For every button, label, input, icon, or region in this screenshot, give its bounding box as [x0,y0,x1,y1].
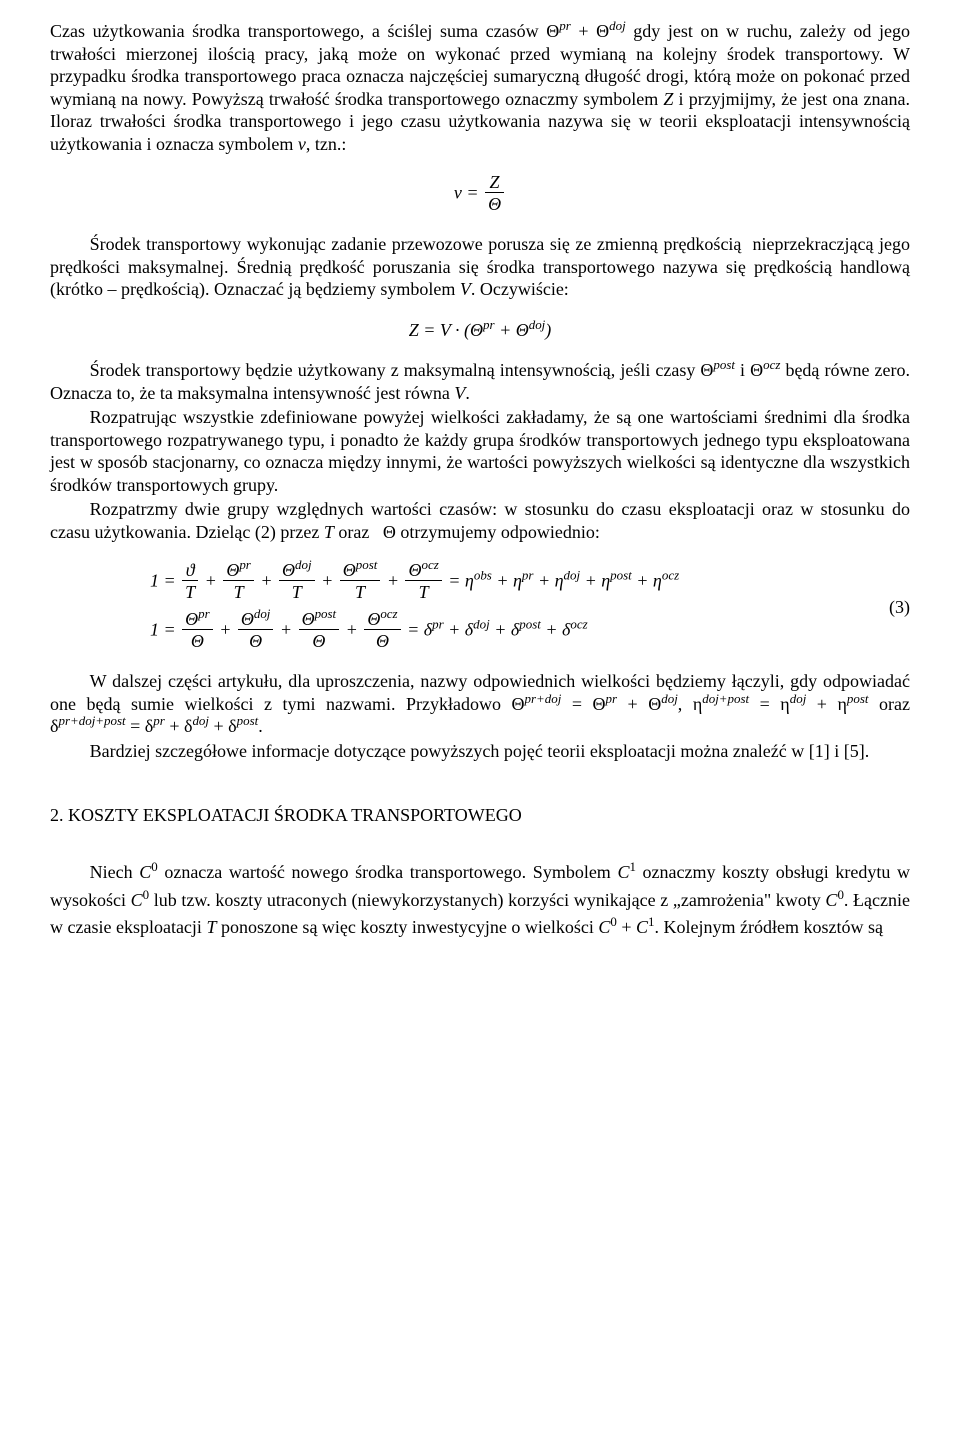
equation-number-3: (3) [889,596,910,619]
formula-z: Z = V · (Θpr + Θdoj) [50,319,910,342]
paragraph-1: Czas użytkowania środka transportowego, … [50,20,910,155]
paragraph-4a: W dalszej części artykułu, dla uproszcze… [50,670,910,738]
paragraph-3c: Rozpatrzmy dwie grupy względnych wartośc… [50,498,910,543]
formula-nu: ν = ZΘ [50,173,910,215]
paragraph-4b: Bardziej szczegółowe informacje dotycząc… [50,740,910,763]
paragraph-5: Niech C0 oznacza wartość nowego środka t… [50,859,910,943]
paragraph-2: Środek transportowy wykonując zadanie pr… [50,233,910,301]
paragraph-3a: Środek transportowy będzie użytkowany z … [50,359,910,404]
section-2-title: 2. KOSZTY EKSPLOATACJI ŚRODKA TRANSPORTO… [50,804,910,827]
formula-3: 1 = ϑT + ΘprT + ΘdojT + ΘpostT + ΘoczT =… [150,561,910,652]
paragraph-3b: Rozpatrując wszystkie zdefiniowane powyż… [50,406,910,496]
